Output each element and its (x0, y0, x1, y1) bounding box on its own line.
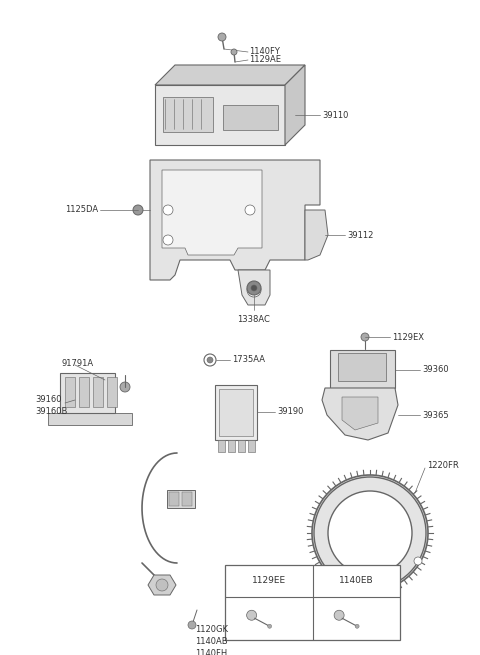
Bar (167, 490, 195, 508)
Bar (223, 105, 278, 130)
Text: 39160: 39160 (35, 396, 61, 405)
Bar (93, 377, 103, 407)
Text: 39360: 39360 (422, 365, 449, 375)
Polygon shape (48, 413, 132, 425)
Circle shape (207, 357, 213, 363)
Circle shape (218, 33, 226, 41)
Circle shape (355, 624, 359, 628)
Circle shape (163, 205, 173, 215)
Circle shape (204, 354, 216, 366)
Polygon shape (238, 270, 270, 305)
Polygon shape (342, 397, 378, 430)
Circle shape (247, 610, 257, 620)
Bar (218, 440, 225, 452)
Polygon shape (155, 85, 285, 145)
Text: 39190: 39190 (277, 407, 303, 417)
Circle shape (120, 382, 130, 392)
Bar (163, 97, 213, 132)
Circle shape (231, 49, 237, 55)
Circle shape (361, 333, 369, 341)
Polygon shape (150, 160, 320, 280)
Text: 1129EE: 1129EE (252, 576, 286, 586)
Bar (169, 492, 179, 506)
Bar (60, 373, 115, 413)
Polygon shape (148, 575, 176, 595)
Text: 1338AC: 1338AC (238, 316, 270, 324)
Bar (182, 492, 192, 506)
Polygon shape (155, 65, 305, 85)
Text: 39112: 39112 (347, 231, 373, 240)
Circle shape (328, 491, 412, 575)
Bar (225, 565, 400, 640)
Bar (219, 389, 253, 436)
Text: 1120GK: 1120GK (195, 626, 228, 635)
Text: 39160B: 39160B (35, 407, 67, 415)
Text: 1140AB: 1140AB (195, 637, 228, 646)
Text: 1140FH: 1140FH (195, 650, 227, 655)
Text: 1220FR: 1220FR (427, 460, 459, 470)
Bar (338, 353, 386, 381)
Polygon shape (322, 388, 398, 440)
Circle shape (247, 281, 261, 295)
Circle shape (247, 283, 261, 297)
Text: 39110: 39110 (322, 111, 348, 119)
Circle shape (268, 624, 272, 628)
Polygon shape (162, 170, 262, 255)
Bar (215, 385, 257, 440)
Text: 1140EB: 1140EB (339, 576, 373, 586)
Bar (228, 440, 235, 452)
Text: 39365: 39365 (422, 411, 449, 419)
Circle shape (156, 579, 168, 591)
Text: 1140FY: 1140FY (249, 48, 280, 56)
Circle shape (334, 610, 344, 620)
Bar (248, 440, 255, 452)
Bar (65, 377, 75, 407)
Circle shape (188, 621, 196, 629)
Bar (238, 440, 245, 452)
Text: 1125DA: 1125DA (65, 206, 98, 214)
Circle shape (133, 205, 143, 215)
Text: 91791A: 91791A (62, 358, 94, 367)
Text: 1735AA: 1735AA (232, 356, 265, 364)
Bar (330, 350, 395, 388)
Polygon shape (285, 65, 305, 145)
Circle shape (312, 475, 428, 591)
Circle shape (163, 235, 173, 245)
Text: 1129EX: 1129EX (392, 333, 424, 341)
Bar (79, 377, 89, 407)
Text: 1129AE: 1129AE (249, 56, 281, 64)
Circle shape (245, 205, 255, 215)
Polygon shape (305, 210, 328, 260)
Circle shape (251, 285, 257, 291)
Circle shape (414, 557, 422, 565)
Bar (107, 377, 117, 407)
